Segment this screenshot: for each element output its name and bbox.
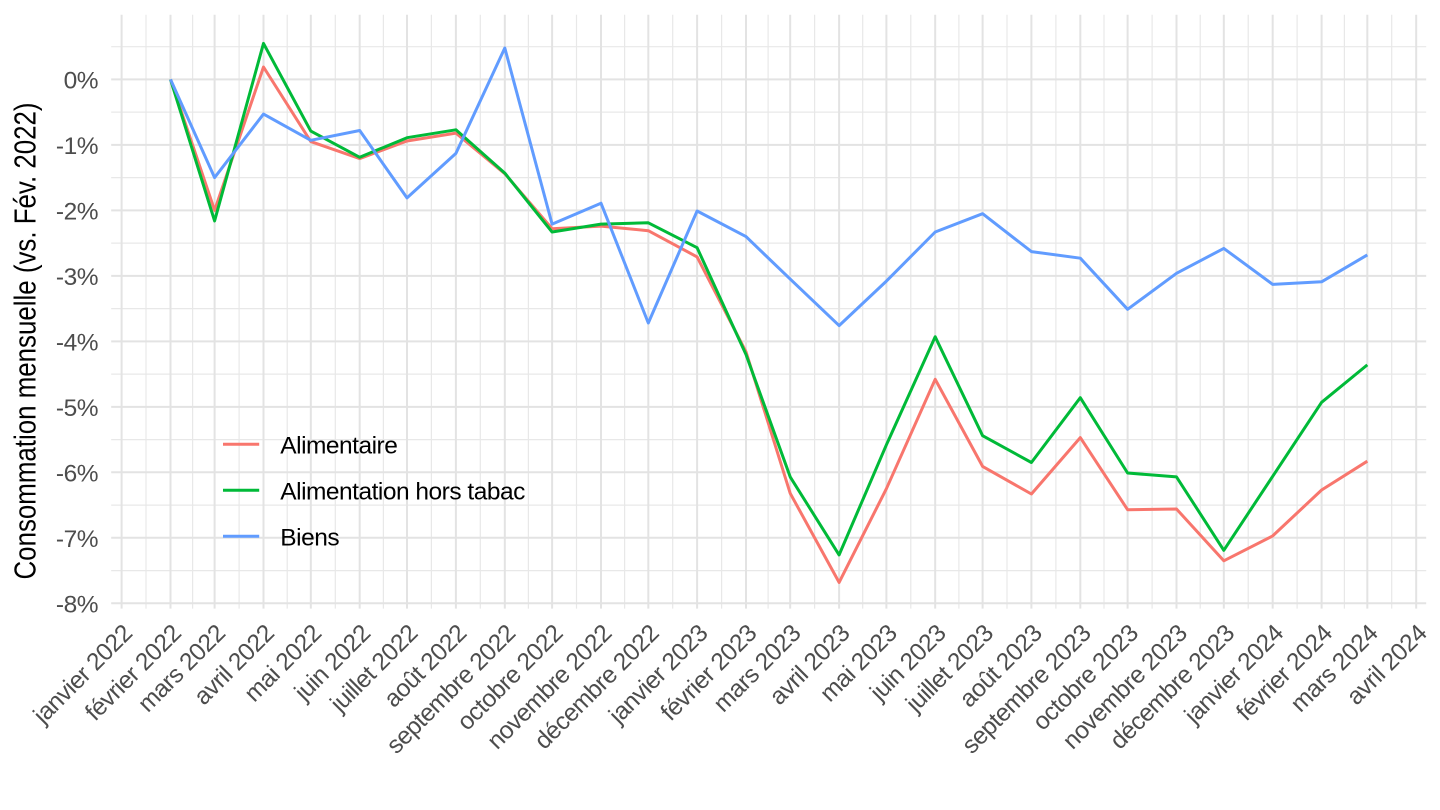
- svg-text:-7%: -7%: [56, 526, 98, 553]
- svg-text:-5%: -5%: [56, 395, 98, 422]
- svg-text:Alimentaire: Alimentaire: [280, 433, 397, 460]
- svg-text:-2%: -2%: [56, 199, 98, 226]
- svg-text:-8%: -8%: [56, 592, 98, 619]
- svg-text:-4%: -4%: [56, 330, 98, 357]
- svg-text:Alimentation hors tabac: Alimentation hors tabac: [280, 479, 525, 506]
- svg-text:Consommation mensuelle (vs. Fé: Consommation mensuelle (vs. Fév. 2022): [9, 103, 43, 580]
- svg-text:Biens: Biens: [280, 524, 339, 551]
- svg-text:0%: 0%: [64, 68, 98, 95]
- svg-text:-3%: -3%: [56, 264, 98, 291]
- svg-text:-6%: -6%: [56, 461, 98, 488]
- svg-text:-1%: -1%: [56, 133, 98, 160]
